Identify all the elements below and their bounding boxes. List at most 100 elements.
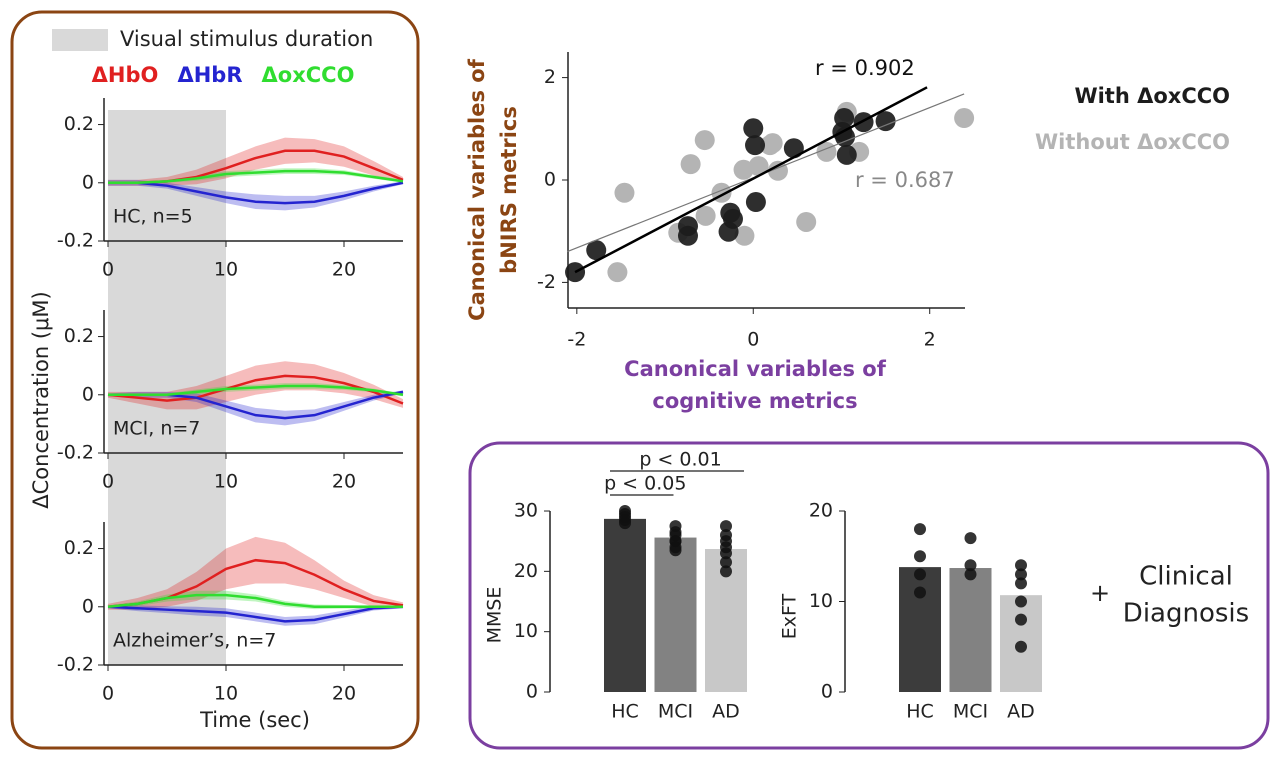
y-tick-label: 0 — [82, 595, 94, 617]
data-point — [964, 532, 977, 545]
x-tick-label: HC — [906, 701, 934, 723]
y-axis-label: ΔConcentration (μM) — [29, 291, 53, 508]
stimulus-window — [108, 534, 226, 665]
x-tick-label: AD — [712, 701, 740, 723]
stimulus-window — [108, 322, 226, 534]
x-tick-label: 0 — [747, 329, 759, 351]
series-line — [108, 169, 404, 185]
y-axis-label: bNIRS metrics — [497, 106, 521, 274]
bottom-frame — [468, 441, 1270, 750]
y-tick-label: 0 — [544, 169, 556, 191]
data-point — [914, 550, 926, 563]
y-axis-label: ExFT — [779, 593, 801, 639]
panel-label: MCI, n=7 — [113, 418, 200, 440]
data-point — [720, 520, 732, 533]
scatter-point — [614, 182, 635, 203]
fit-line — [574, 86, 928, 274]
y-tick-label: 20 — [514, 560, 538, 582]
x-tick-label: 0 — [102, 683, 114, 705]
legend-label: Visual stimulus duration — [120, 27, 373, 51]
scatter-point — [722, 208, 743, 229]
scatter-point — [607, 262, 628, 283]
panel-label: HC, n=5 — [113, 206, 193, 228]
scatter-point — [734, 225, 755, 246]
data-point — [1015, 595, 1027, 608]
scatter-point — [783, 138, 804, 159]
bar — [899, 567, 941, 692]
series-line — [108, 181, 404, 205]
scatter-point — [762, 133, 783, 154]
data-point — [720, 565, 732, 578]
bar — [949, 568, 992, 692]
y-tick-label: 10 — [809, 590, 833, 612]
x-tick-label: 10 — [214, 683, 238, 705]
scatter-point — [796, 211, 817, 232]
scatter-point — [586, 240, 607, 261]
x-tick-label: AD — [1007, 701, 1035, 723]
scatter-point — [733, 159, 754, 180]
x-tick-label: 0 — [102, 471, 114, 493]
x-tick-label: HC — [611, 701, 639, 723]
significance-label: p < 0.05 — [604, 473, 686, 495]
scatter-point — [680, 154, 701, 175]
r-label: r = 0.902 — [815, 56, 915, 80]
legend-label: ΔoxCCO — [262, 63, 355, 87]
data-point — [1015, 559, 1027, 572]
y-tick-label: 0 — [821, 681, 833, 703]
y-tick-label: 0 — [82, 171, 94, 193]
data-point — [1015, 640, 1027, 653]
y-tick-label: -2 — [537, 271, 556, 293]
y-tick-label: 0.2 — [64, 325, 94, 347]
x-tick-label: 20 — [332, 471, 356, 493]
clinical-text: Clinical — [1139, 562, 1233, 592]
data-point — [720, 556, 732, 569]
data-point — [1015, 613, 1027, 626]
data-point — [914, 586, 926, 599]
bar — [654, 537, 697, 692]
data-point — [914, 523, 926, 536]
y-tick-label: -0.2 — [57, 230, 94, 252]
y-tick-label: -0.2 — [57, 442, 94, 464]
data-point — [1015, 568, 1027, 581]
data-point — [1015, 577, 1027, 590]
scatter-point — [745, 135, 766, 156]
error-band — [108, 137, 403, 186]
legend-label: Without ΔoxCCO — [1035, 130, 1230, 154]
scatter-point — [677, 225, 698, 246]
significance-label: p < 0.01 — [639, 449, 721, 471]
x-axis-label: Canonical variables of — [624, 357, 887, 381]
clinical-text: Diagnosis — [1123, 599, 1249, 629]
series-line — [107, 374, 404, 405]
scatter-point — [745, 192, 766, 213]
data-point — [964, 568, 977, 581]
y-tick-label: 0 — [82, 383, 94, 405]
data-point — [964, 559, 977, 572]
scatter-point — [875, 111, 896, 132]
y-axis-label: MMSE — [484, 587, 506, 644]
x-tick-label: MCI — [658, 701, 693, 723]
x-axis-label: cognitive metrics — [652, 389, 857, 413]
scatter-point — [694, 130, 715, 151]
legend-label: ΔHbR — [177, 63, 242, 87]
scatter-point — [836, 144, 857, 165]
y-tick-label: 0.2 — [64, 113, 94, 135]
series-line — [107, 605, 404, 623]
data-point — [619, 517, 631, 530]
y-tick-label: 0 — [526, 681, 538, 703]
y-tick-label: 0.2 — [64, 537, 94, 559]
x-tick-label: 10 — [214, 259, 238, 281]
series-line — [107, 593, 403, 609]
x-tick-label: 0 — [102, 259, 114, 281]
data-point — [914, 568, 926, 581]
y-tick-label: 30 — [514, 500, 538, 522]
legend-label: ΔHbO — [92, 63, 159, 87]
x-tick-label: MCI — [953, 701, 988, 723]
scatter-point — [695, 205, 716, 226]
x-tick-label: 20 — [332, 259, 356, 281]
stimulus-window — [108, 110, 226, 322]
series-line — [108, 384, 404, 397]
panel-label: Alzheimer’s, n=7 — [113, 630, 276, 652]
x-tick-label: 2 — [924, 329, 936, 351]
scatter-point — [743, 118, 764, 139]
